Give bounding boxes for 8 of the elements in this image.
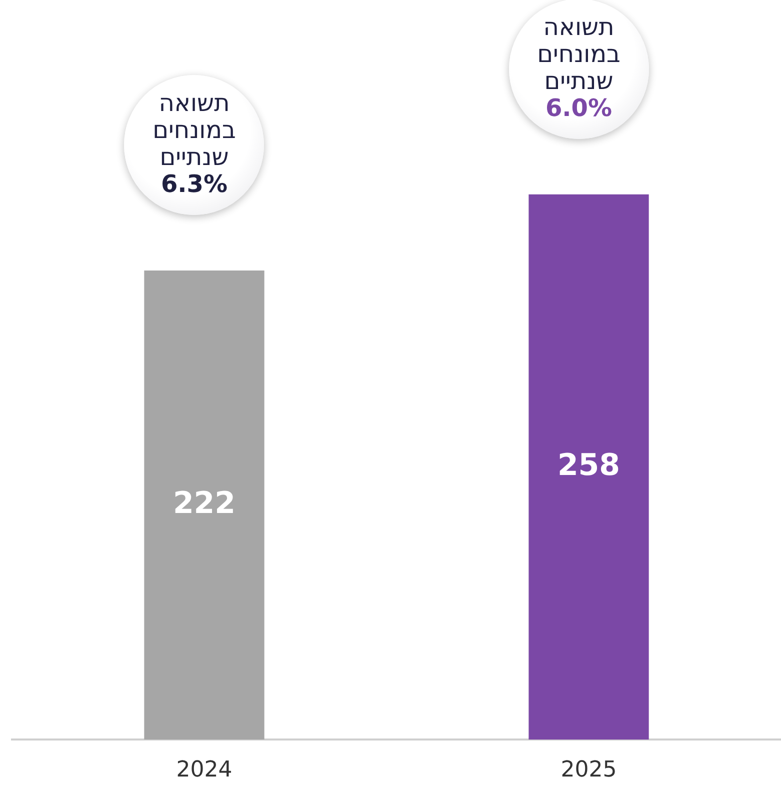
text: תשואה במונחים שנתיים	[152, 89, 237, 172]
text: תשואה במונחים שנתיים	[536, 13, 622, 96]
text: 6.0%	[544, 94, 614, 122]
annotation: 6.3%	[160, 170, 229, 198]
x-tick-label: 2024	[176, 758, 232, 783]
x-tick-label: 2025	[560, 758, 617, 783]
data-label: 258	[557, 448, 620, 483]
data-label: 222	[172, 486, 236, 521]
